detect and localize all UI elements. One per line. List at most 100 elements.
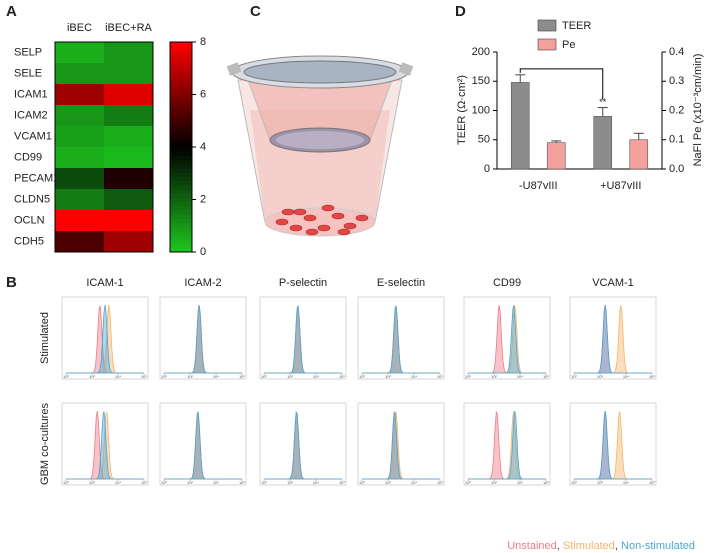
heat-cell [55,84,104,105]
colorbar-label: 4 [200,141,206,153]
x-tick-label: 10⁶ [437,480,443,485]
plot-frame [357,296,445,380]
panel-label: D [455,3,466,20]
colorbar-label: 0 [200,246,206,258]
x-tick-label: 10² [491,480,497,485]
x-tick-label: 10⁴ [411,480,417,485]
y-tick-label: 200 [472,46,490,58]
colorbar-step [170,184,192,190]
row-label: PECAM1 [14,172,59,184]
heat-cell [104,189,153,210]
colorbar-step [170,222,192,228]
colorbar-step [170,201,192,207]
colorbar-step [170,50,192,56]
x-tick-label: 10² [385,480,391,485]
plot-frame [259,402,347,486]
colorbar-step [170,79,192,85]
colorbar-step [170,218,192,224]
column-label: iBEC+RA [105,22,152,34]
x-tick-label: 10⁴ [517,480,523,485]
histogram-curve [362,410,440,480]
plot-frame [61,402,149,486]
colorbar-step [170,134,192,140]
heat-cell [104,168,153,189]
heat-cell [55,126,104,147]
x-tick-label: 10⁴ [313,374,319,379]
y-tick-label: 100 [472,104,490,116]
heat-cell [104,42,153,63]
x-tick-label: 10⁶ [543,374,549,379]
x-tick-label: +U87vIII [600,180,641,192]
x-tick-label: 10² [597,374,603,379]
plot-frame [159,296,247,380]
heat-cell [104,126,153,147]
plot-frame [357,402,445,486]
plot-frame [159,402,247,486]
colorbar-step [170,105,192,110]
colorbar-step [170,75,192,81]
y2-axis-label: NaFl Pe (x10⁻³cm/min) [692,54,704,167]
plot-frame [569,296,657,380]
colorbar-step [170,214,192,219]
colorbar-step [170,151,192,156]
bar [510,82,530,170]
heat-cell [104,84,153,105]
x-tick-label: 10⁴ [213,374,219,379]
row-label: Stimulated [39,312,51,364]
row-label: SELP [14,46,42,58]
y-tick-label: 0 [484,163,490,175]
x-tick-label: 10⁰ [161,480,167,485]
colorbar-step [170,130,192,135]
x-tick-label: 10⁶ [437,374,443,379]
x-tick-label: 10² [287,374,293,379]
y-tick-label: 150 [472,75,490,87]
x-tick-label: 10⁰ [465,374,471,379]
colorbar-step [170,210,192,215]
heatmap-border [54,41,154,253]
heat-cell [104,147,153,168]
colorbar-step [170,163,192,169]
legend: Unstained, Stimulated, Non-stimulated [507,540,695,552]
legend-separator: , [557,540,563,552]
histogram-curve [66,304,144,374]
row-label: SELE [14,67,42,79]
histogram-curve [468,305,546,374]
x-tick-label: 10⁰ [571,480,577,485]
row-label: CD99 [14,151,42,163]
colorbar-step [170,67,192,72]
x-tick-label: 10⁶ [649,374,655,379]
bar [546,142,566,170]
row-label: CLDN5 [14,193,50,205]
colorbar-step [170,159,192,165]
x-tick-label: 10⁰ [63,374,69,379]
x-tick-label: 10⁴ [115,374,121,379]
histogram-curve [362,305,440,374]
colorbar-step [170,126,192,131]
plot-frame [569,402,657,486]
colorbar-step [170,109,192,114]
y2-tick-label: 0.4 [669,46,684,58]
colorbar-step [170,176,192,182]
row-label: GBM co-cultures [39,403,51,485]
legend-swatch [537,38,557,51]
colorbar-label: 6 [200,88,206,100]
x-tick-label: 10² [89,374,95,379]
histogram-curve [264,305,342,374]
colorbar-step [170,247,192,253]
heat-cell [104,231,153,252]
colorbar-step [170,205,192,211]
x-tick-label: 10⁰ [465,480,471,485]
colorbar-label: 8 [200,36,206,48]
colorbar-step [170,155,192,161]
colorbar-step [170,100,192,106]
x-tick-label: 10⁴ [411,374,417,379]
x-tick-label: 10² [187,374,193,379]
column-title: ICAM-2 [184,277,221,289]
legend-entry: Non-stimulated [621,540,695,552]
x-tick-label: 10⁰ [571,374,577,379]
x-tick-label: 10² [491,374,497,379]
x-tick-label: 10⁰ [161,374,167,379]
x-tick-label: 10² [89,480,95,485]
legend-label: Pe [562,39,575,51]
